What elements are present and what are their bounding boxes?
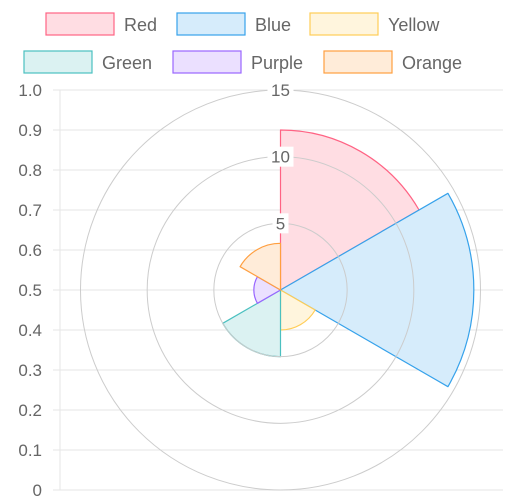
segment-layer bbox=[222, 129, 475, 388]
legend-label: Purple bbox=[251, 53, 303, 73]
polar-segment-green[interactable] bbox=[222, 289, 282, 358]
y-tick-label: 0 bbox=[33, 481, 42, 500]
legend-label: Green bbox=[102, 53, 152, 73]
y-tick-label: 1.0 bbox=[18, 81, 42, 100]
legend-swatch bbox=[23, 50, 93, 74]
legend-swatch bbox=[45, 12, 115, 36]
legend-label: Red bbox=[124, 15, 157, 35]
radial-tick-label: 5 bbox=[276, 214, 285, 233]
legend-item-blue[interactable]: Blue bbox=[176, 12, 291, 36]
radial-tick-label: 15 bbox=[271, 81, 290, 100]
legend-label: Yellow bbox=[388, 15, 440, 35]
legend-swatch bbox=[309, 12, 379, 36]
polar-segment-blue[interactable] bbox=[279, 192, 475, 388]
y-tick-label: 0.2 bbox=[18, 401, 42, 420]
polar-segment-red[interactable] bbox=[279, 129, 420, 291]
label-layer: 0 0.1 0.2 0.3 0.4 0.5 0.6 0.7 0.8 0.9 1.0 5 10 15 bbox=[18, 80, 294, 500]
legend-item-purple[interactable]: Purple bbox=[172, 50, 303, 74]
legend-item-green[interactable]: Green bbox=[23, 50, 152, 74]
legend-item-red[interactable]: Red bbox=[45, 12, 157, 36]
legend-label: Blue bbox=[255, 15, 291, 35]
y-tick-label: 0.4 bbox=[18, 321, 42, 340]
y-tick-label: 0.1 bbox=[18, 441, 42, 460]
legend: Red Blue Yellow Green Purple Orange bbox=[23, 12, 462, 74]
legend-swatch bbox=[172, 50, 242, 74]
y-tick-label: 0.3 bbox=[18, 361, 42, 380]
radial-tick-backdrop bbox=[267, 80, 294, 100]
radial-tick-backdrop bbox=[272, 213, 289, 234]
y-tick-label: 0.7 bbox=[18, 201, 42, 220]
radial-tick-label: 10 bbox=[271, 148, 290, 167]
y-tick-label: 0.8 bbox=[18, 161, 42, 180]
legend-item-yellow[interactable]: Yellow bbox=[309, 12, 440, 36]
y-tick-label: 0.9 bbox=[18, 121, 42, 140]
y-tick-label: 0.5 bbox=[18, 281, 42, 300]
y-tick-label: 0.6 bbox=[18, 241, 42, 260]
radial-tick-backdrop bbox=[267, 146, 294, 167]
legend-swatch bbox=[323, 50, 393, 74]
legend-label: Orange bbox=[402, 53, 462, 73]
polar-segment-orange[interactable] bbox=[239, 242, 282, 291]
legend-swatch bbox=[176, 12, 246, 36]
legend-item-orange[interactable]: Orange bbox=[323, 50, 462, 74]
